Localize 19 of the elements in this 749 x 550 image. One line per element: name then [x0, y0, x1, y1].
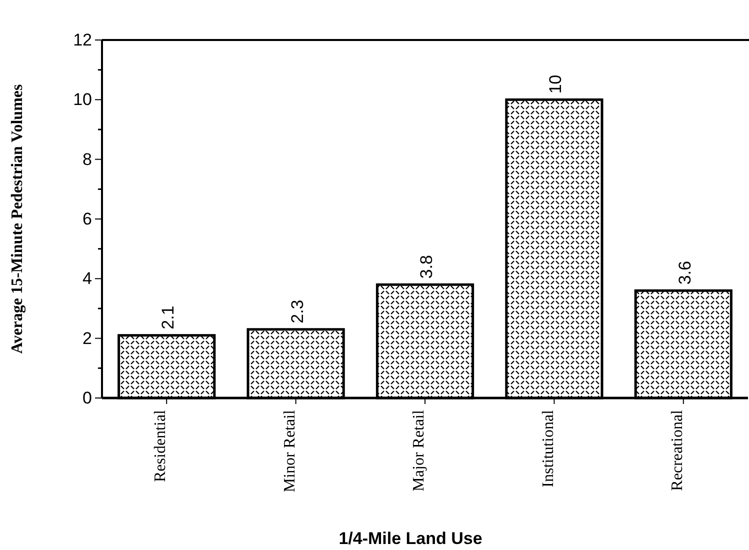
- y-axis-title: Average 15-Minute Pedestrian Volumes: [9, 84, 26, 354]
- x-tick-label: Minor Retail: [281, 409, 298, 492]
- data-label: 3.6: [675, 260, 694, 285]
- x-tick-label: Residential: [152, 409, 170, 482]
- data-label: 2.3: [288, 300, 307, 324]
- y-tick-label: 8: [82, 150, 92, 169]
- x-tick-label: Major Retail: [410, 409, 428, 492]
- data-label: 2.1: [158, 306, 178, 330]
- x-axis-title: 1/4-Mile Land Use: [338, 529, 482, 548]
- y-tick-label: 0: [82, 388, 92, 408]
- y-tick-label: 6: [82, 209, 92, 228]
- y-tick-label: 12: [73, 30, 92, 50]
- y-tick-label: 4: [82, 269, 92, 288]
- y-tick-label: 2: [82, 328, 92, 348]
- data-label: 10: [546, 74, 566, 94]
- data-label: 3.8: [417, 254, 436, 279]
- x-tick-label: Recreational: [669, 409, 686, 491]
- y-tick-label: 10: [73, 90, 92, 110]
- x-tick-label: Institutional: [540, 409, 557, 488]
